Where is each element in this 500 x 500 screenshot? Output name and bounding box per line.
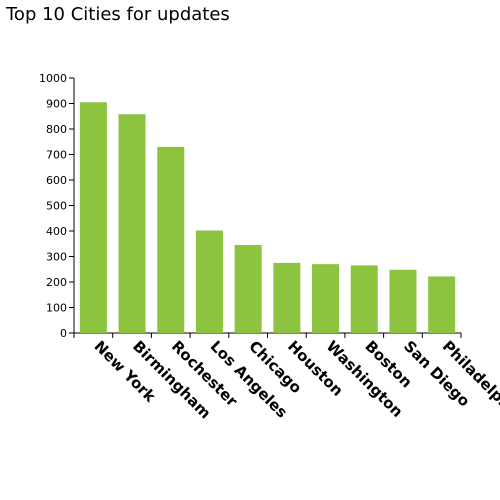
y-tick-label: 400 [46,225,67,238]
bar [79,102,107,333]
bar [234,245,262,333]
bar [428,276,456,333]
bar [312,264,340,333]
chart-title: Top 10 Cities for updates [6,4,230,25]
y-tick-label: 100 [46,302,67,315]
y-tick-label: 900 [46,98,67,111]
y-tick-label: 300 [46,251,67,264]
bar [389,269,417,333]
bar [350,265,378,333]
y-tick-label: 800 [46,123,67,136]
y-tick-label: 1000 [39,72,67,85]
y-tick-label: 700 [46,149,67,162]
bar [195,230,223,333]
y-tick-label: 200 [46,276,67,289]
y-axis: 0 100 200 300 400 500 600 700 800 900 1000 [39,72,75,340]
bar [273,262,301,333]
bar [118,114,146,334]
x-axis [73,332,462,338]
y-tick-label: 0 [60,327,67,340]
y-tick-label: 500 [46,200,67,213]
y-tick-label: 600 [46,174,67,187]
bar [157,146,185,333]
bars [79,102,456,334]
